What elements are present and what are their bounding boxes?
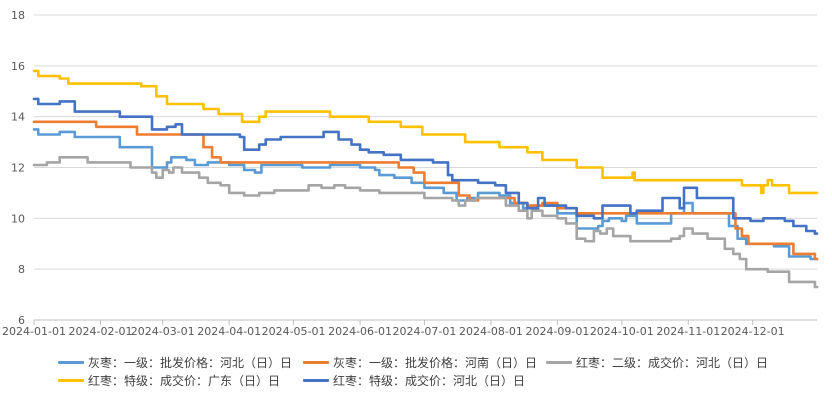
legend-label: 红枣：特级：成交价：河北（日）日 bbox=[333, 374, 526, 388]
legend-label: 灰枣：一级：批发价格：河南（日）日 bbox=[333, 356, 538, 370]
y-tick-label: 16 bbox=[11, 60, 25, 73]
y-tick-label: 12 bbox=[11, 162, 25, 175]
gridlines bbox=[34, 14, 817, 270]
series-line-2 bbox=[32, 120, 819, 261]
legend-item-hebei-premium: 红枣：特级：成交价：河北（日）日 bbox=[303, 372, 525, 389]
x-tick-label: 2024-06-01 bbox=[328, 325, 392, 338]
y-tick-label: 14 bbox=[11, 111, 25, 124]
x-tick-label: 2024-01-01 bbox=[2, 325, 66, 338]
legend-item-hebei-grade1: 灰枣：一级：批发价格：河北（日）日 bbox=[58, 354, 292, 371]
x-tick-label: 2024-09-01 bbox=[525, 325, 589, 338]
legend-item-henan-grade1: 灰枣：一级：批发价格：河南（日）日 bbox=[303, 354, 537, 371]
x-tick-label: 2024-05-01 bbox=[262, 325, 326, 338]
legend-label: 灰枣：一级：批发价格：河北（日）日 bbox=[88, 356, 293, 370]
legend-swatch bbox=[546, 361, 572, 364]
x-tick-label: 2024-10-01 bbox=[590, 325, 654, 338]
series-line-4 bbox=[32, 69, 819, 195]
legend-item-guangdong-premium: 红枣：特级：成交价：广东（日）日 bbox=[58, 372, 280, 389]
legend-label: 红枣：特级：成交价：广东（日）日 bbox=[88, 374, 281, 388]
x-tick-label: 2024-07-01 bbox=[392, 325, 456, 338]
x-tick-label: 2024-11-01 bbox=[656, 325, 720, 338]
legend-swatch bbox=[58, 379, 84, 382]
series-line-5 bbox=[32, 97, 819, 235]
x-tick-label: 2024-12-01 bbox=[721, 325, 785, 338]
legend-label: 红枣：二级：成交价：河北（日）日 bbox=[576, 356, 769, 370]
y-axis: 6 8 10 12 14 16 18 bbox=[11, 9, 25, 327]
x-tick-label: 2024-03-01 bbox=[131, 325, 195, 338]
series-line-3 bbox=[32, 156, 819, 289]
x-tick-label: 2024-02-01 bbox=[69, 325, 133, 338]
y-tick-label: 6 bbox=[18, 314, 25, 327]
legend-item-hebei-grade2: 红枣：二级：成交价：河北（日）日 bbox=[546, 354, 768, 371]
x-tick-label: 2024-08-01 bbox=[459, 325, 523, 338]
legend-swatch bbox=[58, 361, 84, 364]
y-tick-label: 10 bbox=[11, 212, 25, 225]
legend-swatch bbox=[303, 361, 329, 364]
y-tick-label: 8 bbox=[18, 263, 25, 276]
y-tick-label: 18 bbox=[11, 9, 25, 22]
plot-area bbox=[32, 69, 819, 289]
legend-swatch bbox=[303, 379, 329, 382]
legend-row-1: 灰枣：一级：批发价格：河北（日）日 灰枣：一级：批发价格：河南（日）日 红枣：二… bbox=[0, 354, 832, 374]
x-tick-label: 2024-04-01 bbox=[197, 325, 261, 338]
legend-row-2: 红枣：特级：成交价：广东（日）日 红枣：特级：成交价：河北（日）日 bbox=[0, 372, 832, 392]
